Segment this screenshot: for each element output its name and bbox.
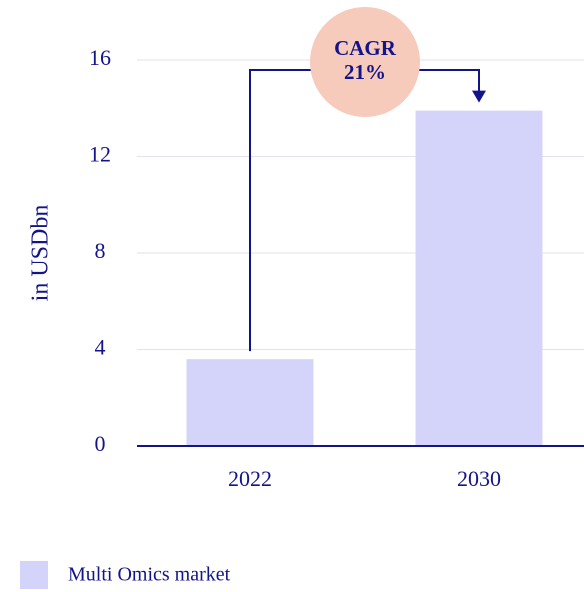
cagr-bubble: [310, 7, 420, 117]
legend-swatch: [20, 561, 48, 589]
y-axis-label: in USDbn: [28, 205, 54, 302]
y-tick-label: 8: [95, 238, 106, 263]
arrow-head: [472, 90, 486, 103]
y-tick-label: 4: [95, 335, 106, 360]
bar: [415, 110, 543, 446]
cagr-label: 21%: [344, 60, 386, 84]
cagr-label: CAGR: [334, 36, 397, 60]
x-tick-label: 2022: [228, 466, 272, 491]
x-tick-label: 2030: [457, 466, 501, 491]
bar: [186, 359, 314, 446]
y-tick-label: 12: [89, 142, 111, 167]
y-tick-label: 16: [89, 45, 111, 70]
legend-label: Multi Omics market: [68, 564, 231, 586]
y-tick-label: 0: [95, 431, 106, 456]
